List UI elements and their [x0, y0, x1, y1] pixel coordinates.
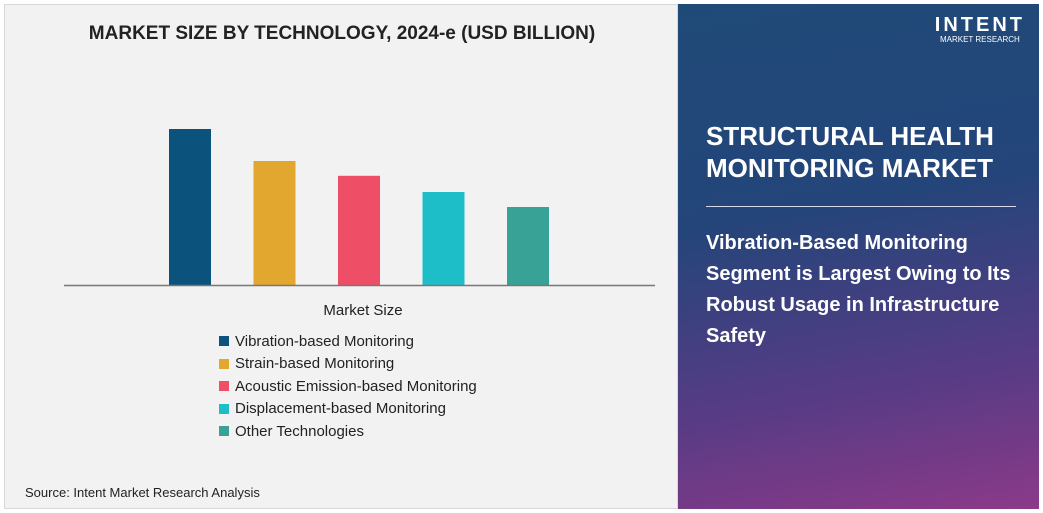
legend-swatch	[219, 403, 229, 414]
legend-item: Displacement-based Monitoring	[219, 398, 477, 421]
chart-panel: MARKET SIZE BY TECHNOLOGY, 2024-e (USD B…	[4, 4, 678, 509]
legend-label: Other Technologies	[235, 422, 364, 440]
legend-item: Vibration-based Monitoring	[219, 330, 477, 353]
legend-label: Acoustic Emission-based Monitoring	[235, 377, 477, 395]
divider	[706, 206, 1016, 207]
bar-0	[169, 129, 211, 285]
legend: Vibration-based Monitoring Strain-based M…	[219, 330, 477, 443]
legend-swatch	[219, 426, 229, 437]
market-summary: Vibration-Based Monitoring Segment is La…	[706, 232, 1011, 347]
source-note: Source: Intent Market Research Analysis	[25, 485, 260, 500]
x-axis-label: Market Size	[323, 302, 403, 319]
bar-chart	[64, 129, 655, 287]
legend-item: Other Technologies	[219, 420, 477, 443]
bar-1	[253, 160, 296, 285]
legend-label: Displacement-based Monitoring	[235, 400, 446, 418]
legend-item: Strain-based Monitoring	[219, 353, 477, 376]
company-logo: INTENT MARKET RESEARCH	[935, 14, 1025, 44]
legend-swatch	[219, 358, 229, 369]
legend-label: Strain-based Monitoring	[235, 355, 395, 373]
logo-text: INTENT	[934, 14, 1025, 36]
market-title: STRUCTURAL HEALTH MONITORING MARKET	[706, 121, 994, 183]
info-panel: INTENT MARKET RESEARCH STRUCTURAL HEALTH…	[678, 4, 1039, 509]
chart-title: MARKET SIZE BY TECHNOLOGY, 2024-e (USD B…	[88, 23, 596, 44]
bar-2	[338, 175, 380, 285]
bar-4	[507, 207, 549, 285]
logo-subtext: MARKET RESEARCH	[939, 35, 1020, 44]
legend-item: Acoustic Emission-based Monitoring	[219, 375, 477, 398]
legend-swatch	[219, 336, 229, 347]
legend-swatch	[219, 381, 229, 392]
legend-label: Vibration-based Monitoring	[235, 332, 414, 350]
bar-3	[422, 192, 465, 285]
